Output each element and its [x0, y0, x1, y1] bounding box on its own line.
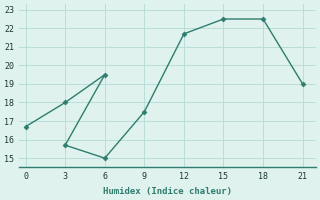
X-axis label: Humidex (Indice chaleur): Humidex (Indice chaleur) — [103, 187, 232, 196]
